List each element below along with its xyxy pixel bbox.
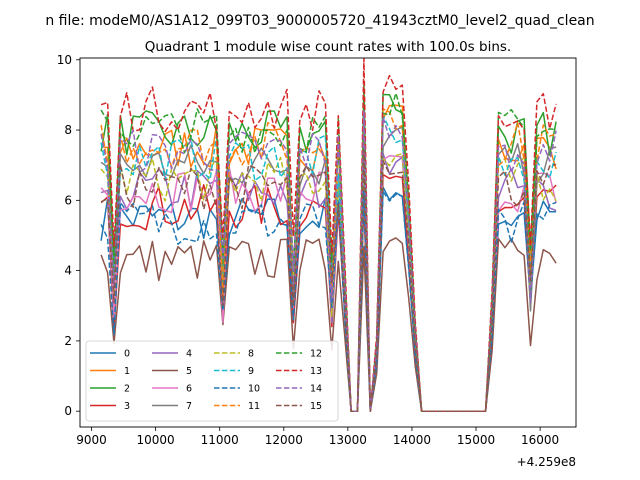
legend-label-8: 8 [248, 349, 254, 360]
x-tick-label: 11000 [201, 433, 239, 447]
legend-label-10: 10 [248, 384, 260, 395]
legend-label-13: 13 [310, 366, 322, 377]
series-line-9 [100, 114, 557, 412]
legend-box [85, 340, 339, 422]
legend-label-11: 11 [248, 401, 260, 412]
y-tick-label: 10 [57, 53, 72, 67]
legend-label-3: 3 [124, 401, 130, 412]
x-tick-label: 14000 [393, 433, 431, 447]
x-tick-label: 10000 [137, 433, 175, 447]
x-tick-label: 9000 [76, 433, 107, 447]
x-tick-label: 12000 [265, 433, 303, 447]
legend-label-7: 7 [186, 401, 192, 412]
y-tick-label: 8 [64, 123, 72, 137]
y-tick-label: 6 [64, 193, 72, 207]
x-tick-label: 13000 [329, 433, 367, 447]
legend-label-1: 1 [124, 366, 130, 377]
x-axis: 9000 10000 11000 12000 13000 14000 15000 16000 [76, 427, 559, 447]
y-tick-label: 0 [64, 404, 72, 418]
legend-label-2: 2 [124, 384, 130, 395]
axes-frame [79, 57, 577, 428]
y-tick-label: 4 [64, 264, 72, 278]
legend-label-9: 9 [248, 366, 254, 377]
series-line-15 [100, 148, 557, 412]
x-tick-label: 16000 [521, 433, 559, 447]
suptitle: n file: modeM0/AS1A12_099T03_9000005720_… [45, 13, 594, 29]
legend-label-4: 4 [186, 349, 192, 360]
legend-label-15: 15 [310, 401, 322, 412]
chart-title: Quadrant 1 module wise count rates with … [145, 39, 511, 55]
y-axis: 0 2 4 6 8 10 [57, 53, 80, 418]
legend-label-12: 12 [310, 349, 322, 360]
x-offset-label: +4.259e8 [517, 455, 576, 469]
y-tick-label: 2 [64, 334, 72, 348]
series-line-8 [100, 152, 557, 412]
x-tick-label: 15000 [457, 433, 495, 447]
legend-label-0: 0 [124, 349, 130, 360]
series-layer [100, 58, 557, 412]
legend-label-14: 14 [310, 384, 322, 395]
legend-label-6: 6 [186, 384, 192, 395]
legend-label-5: 5 [186, 366, 192, 377]
